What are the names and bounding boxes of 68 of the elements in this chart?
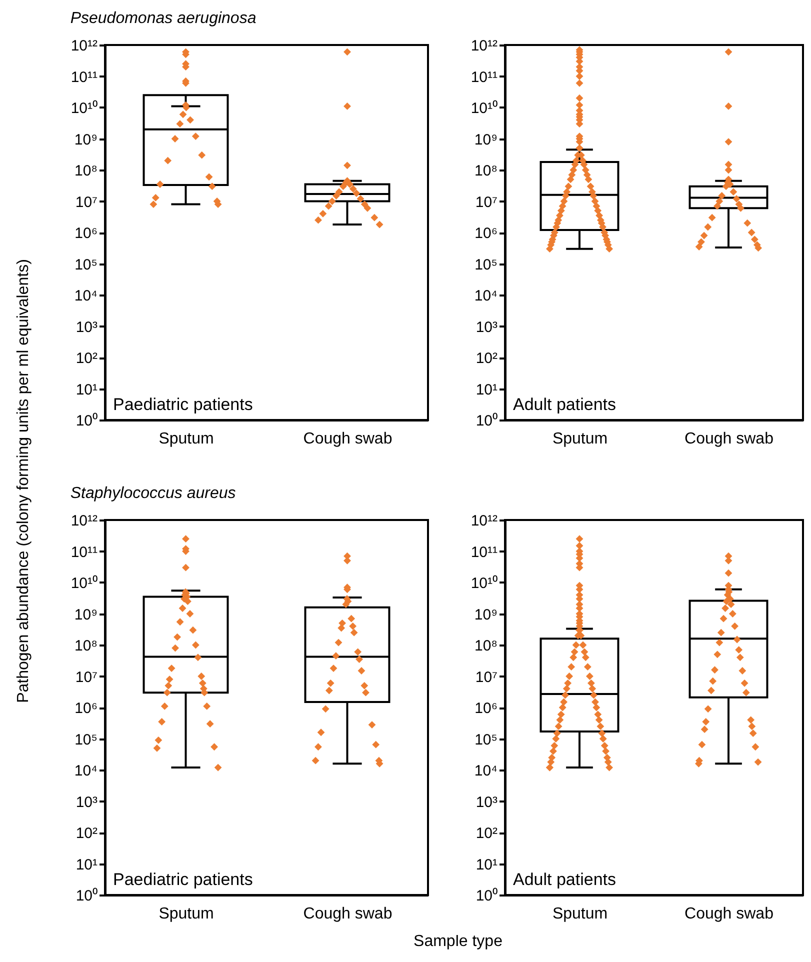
chart-title: Staphylococcus aureus	[70, 485, 236, 502]
x-tick-label: Cough swab	[684, 906, 774, 922]
x-tick-label: Sputum	[552, 430, 608, 448]
y-tick-label: 10²	[76, 825, 98, 842]
y-tick-label: 10¹	[476, 856, 498, 874]
y-tick-label: 10⁷	[475, 194, 498, 211]
y-tick-label: 10¹	[76, 856, 98, 874]
x-tick-label: Cough swab	[303, 430, 392, 448]
y-tick-label: 10¹⁰	[470, 575, 498, 592]
y-tick-label: 10⁹	[74, 131, 98, 148]
y-tick-label: 10³	[476, 794, 498, 811]
y-tick-label: 10²	[76, 350, 98, 367]
y-tick-label: 10⁴	[74, 288, 98, 304]
x-tick-label: Sputum	[158, 906, 214, 922]
y-tick-label: 10⁸	[74, 162, 98, 180]
x-tick-label: Sputum	[552, 906, 608, 922]
y-tick-label: 10¹²	[470, 512, 498, 530]
y-tick-label: 10⁶	[74, 225, 98, 242]
y-tick-label: 10⁷	[75, 194, 98, 211]
y-tick-label: 10¹⁰	[70, 100, 98, 117]
y-tick-label: 10²	[476, 350, 498, 367]
y-tick-label: 10³	[76, 318, 98, 336]
y-tick-label: 10¹	[476, 381, 498, 398]
y-tick-label: 10⁰	[476, 412, 498, 430]
y-tick-label: 10⁰	[76, 888, 98, 904]
y-tick-label: 10¹¹	[470, 68, 498, 86]
annotation: Paediatric patients	[113, 870, 253, 889]
y-tick-label: 10³	[76, 794, 98, 811]
x-axis-title: Sample type	[414, 933, 502, 951]
y-tick-label: 10⁹	[474, 131, 498, 148]
y-tick-label: 10¹²	[70, 38, 98, 54]
y-tick-label: 10¹¹	[70, 68, 98, 86]
y-tick-label: 10⁸	[74, 638, 98, 654]
y-tick-label: 10⁸	[474, 162, 498, 180]
y-tick-label: 10⁹	[474, 606, 498, 624]
y-tick-label: 10⁵	[474, 731, 498, 748]
y-tick-label: 10⁷	[475, 668, 498, 686]
x-tick-label: Sputum	[158, 430, 214, 448]
chart-title: Pseudomonas aeruginosa	[70, 10, 256, 27]
y-tick-label: 10⁵	[74, 731, 98, 748]
y-tick-label: 10¹¹	[470, 544, 498, 561]
annotation: Paediatric patients	[113, 395, 253, 414]
annotation: Adult patients	[513, 395, 616, 414]
y-tick-label: 10⁴	[474, 288, 498, 304]
y-tick-label: 10⁴	[474, 762, 498, 780]
y-tick-label: 10¹²	[70, 512, 98, 530]
y-tick-label: 10⁸	[474, 638, 498, 654]
y-tick-label: 10⁶	[474, 700, 498, 717]
y-tick-label: 10¹²	[470, 38, 498, 54]
y-axis-title: Pathogen abundance (colony forming units per ml equivalents)	[15, 259, 33, 703]
x-tick-label: Cough swab	[303, 906, 392, 922]
y-tick-label: 10¹¹	[70, 544, 98, 561]
y-tick-label: 10⁶	[74, 700, 98, 717]
y-tick-label: 10⁰	[76, 412, 98, 430]
annotation: Adult patients	[513, 870, 616, 889]
y-tick-label: 10⁷	[75, 668, 98, 686]
x-tick-label: Cough swab	[684, 430, 774, 448]
y-tick-label: 10¹⁰	[70, 575, 98, 592]
y-tick-label: 10¹	[76, 381, 98, 398]
y-tick-label: 10⁵	[474, 256, 498, 274]
y-tick-label: 10⁹	[74, 606, 98, 624]
y-tick-label: 10⁵	[74, 256, 98, 274]
y-tick-label: 10³	[476, 318, 498, 336]
y-tick-label: 10⁰	[476, 888, 498, 904]
y-tick-label: 10⁴	[74, 762, 98, 780]
y-tick-label: 10²	[476, 825, 498, 842]
y-tick-label: 10¹⁰	[470, 100, 498, 117]
y-tick-label: 10⁶	[474, 225, 498, 242]
